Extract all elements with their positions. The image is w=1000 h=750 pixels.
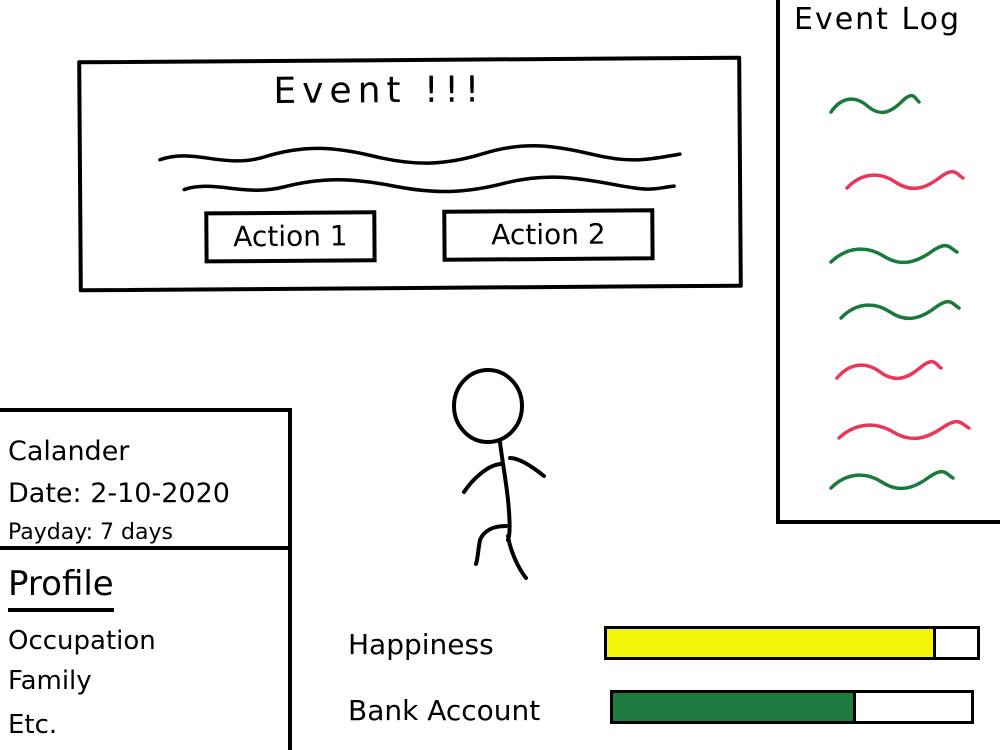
event-log-entry — [845, 169, 965, 191]
profile-item-occupation: Occupation — [8, 626, 156, 656]
happiness-label: Happiness — [348, 628, 494, 661]
happiness-bar-fill — [607, 629, 937, 657]
calendar-date: Date: 2-10-2020 — [8, 478, 230, 509]
event-description-placeholder — [158, 143, 682, 194]
profile-item-etc: Etc. — [8, 710, 58, 740]
event-dialog: Event !!! Action 1 Action 2 — [77, 55, 743, 293]
event-log-title: Event Log — [794, 2, 962, 37]
panel-divider — [0, 546, 292, 550]
profile-title: Profile — [8, 564, 114, 612]
event-title: Event !!! — [273, 69, 486, 112]
bank-account-label: Bank Account — [348, 694, 541, 727]
event-log-entry — [835, 359, 943, 381]
calendar-profile-panel: Calander Date: 2-10-2020 Payday: 7 days … — [0, 408, 292, 750]
character-figure — [452, 368, 546, 580]
action-1-button[interactable]: Action 1 — [204, 210, 377, 264]
bank-account-bar-fill — [613, 693, 857, 721]
event-log-entry — [839, 299, 961, 321]
action-2-button[interactable]: Action 2 — [442, 208, 655, 262]
event-log-entry — [829, 93, 921, 115]
event-log-panel: Event Log — [776, 0, 1000, 524]
profile-item-family: Family — [8, 666, 92, 696]
event-log-entry — [829, 469, 955, 491]
event-log-entry — [837, 419, 971, 441]
event-log-entry — [829, 243, 959, 265]
calendar-title: Calander — [8, 436, 130, 467]
bank-account-bar — [610, 690, 974, 724]
calendar-payday: Payday: 7 days — [8, 520, 173, 545]
happiness-bar — [604, 626, 980, 660]
